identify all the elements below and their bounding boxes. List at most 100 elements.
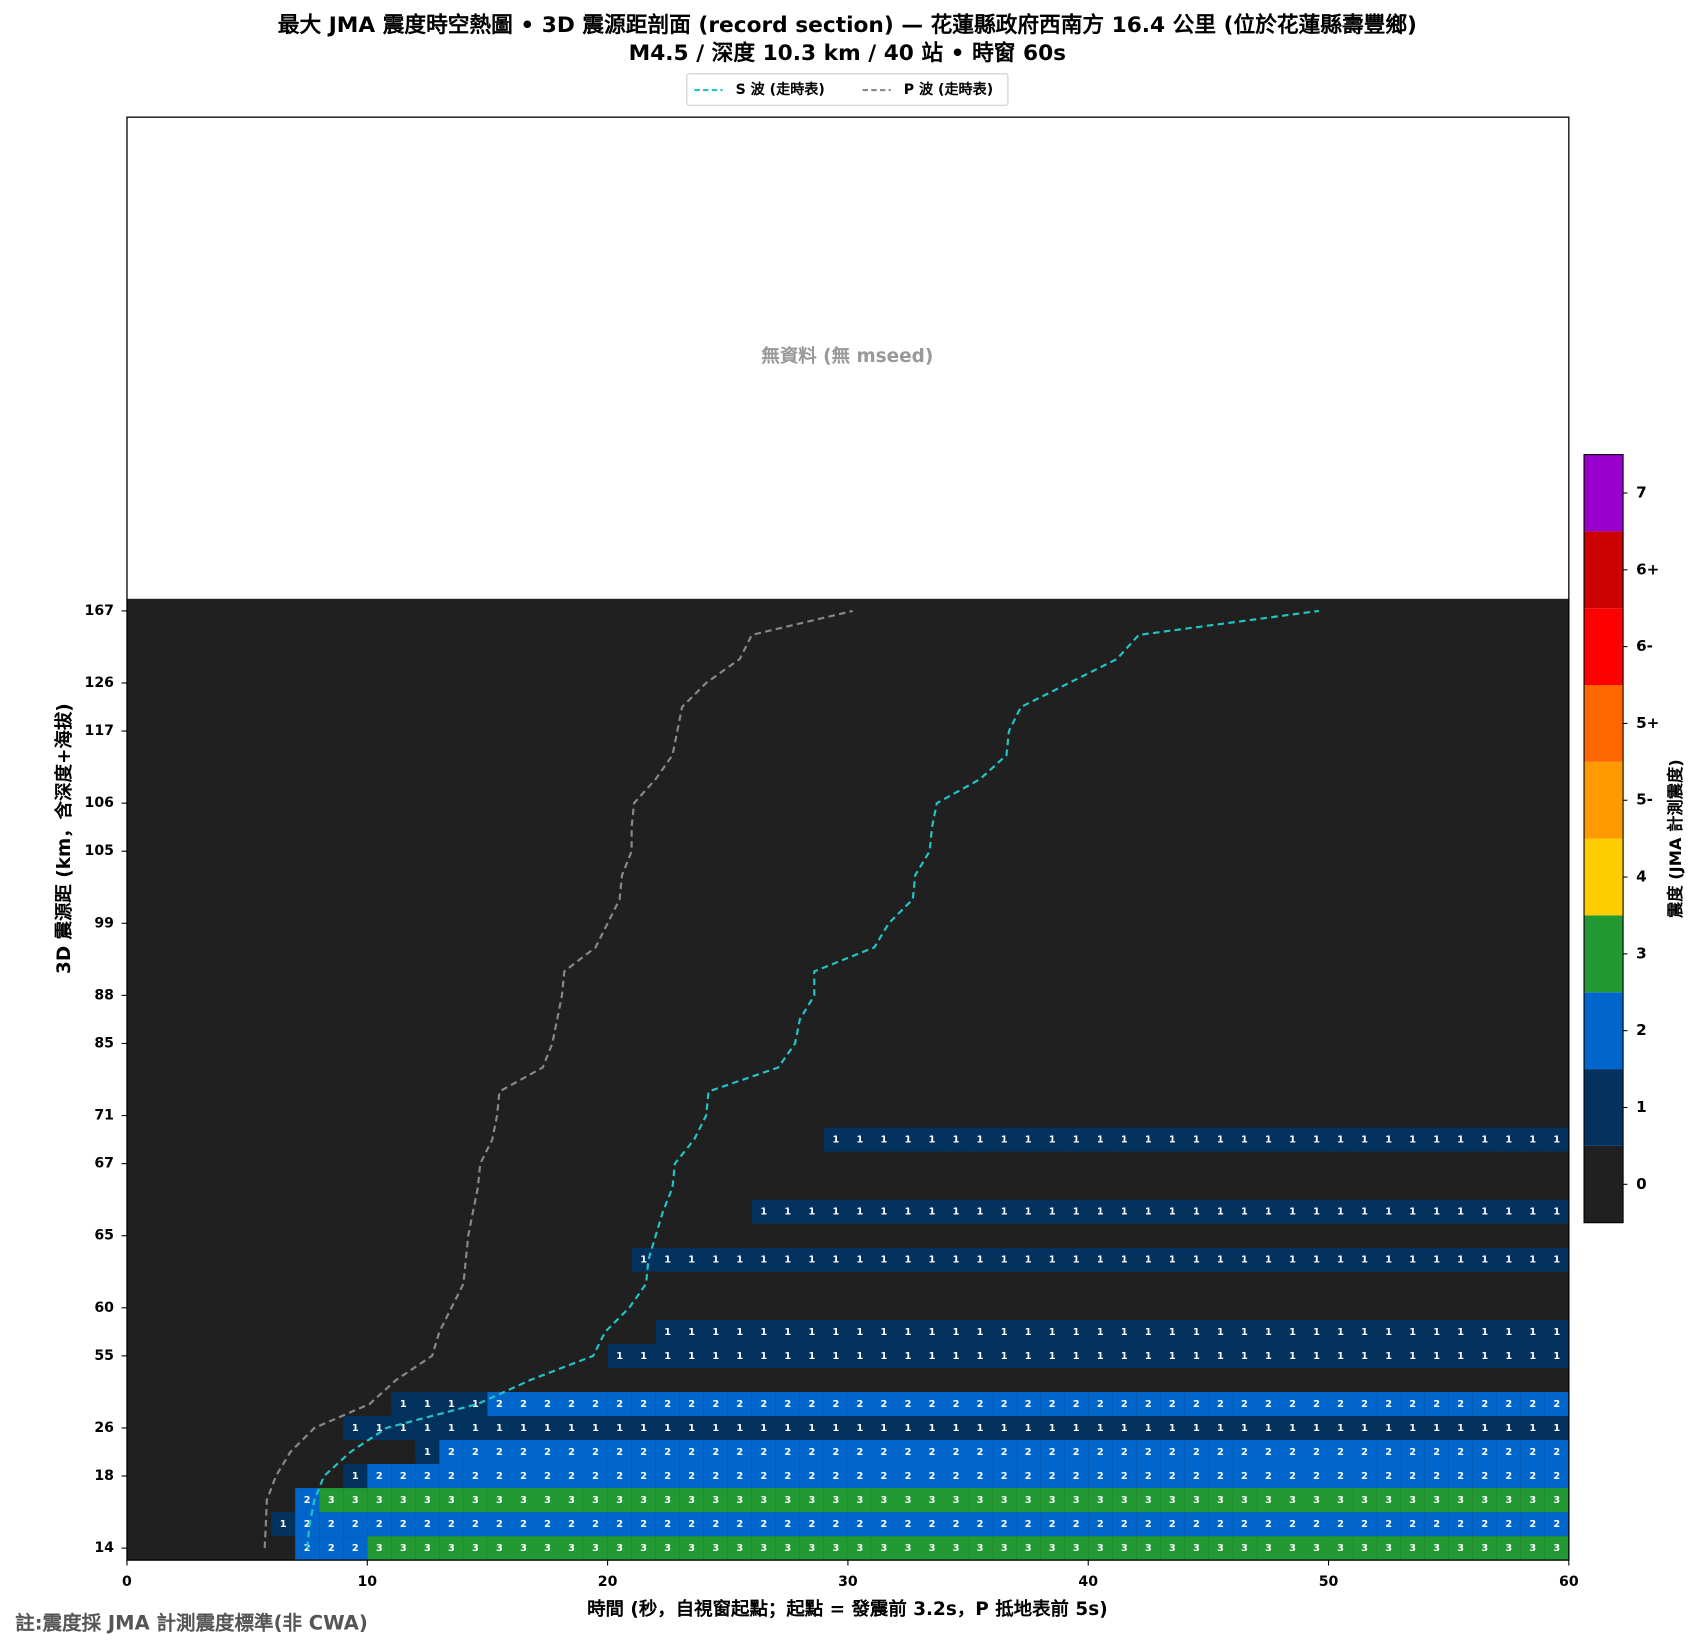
heatmap-cell bbox=[895, 646, 921, 671]
heatmap-cell bbox=[1496, 1223, 1521, 1248]
heatmap-cell bbox=[1424, 1103, 1449, 1128]
heatmap-cell bbox=[992, 670, 1017, 696]
heatmap-cell bbox=[1256, 1343, 1281, 1368]
heatmap-cell bbox=[871, 767, 896, 792]
heatmap-cell bbox=[1496, 863, 1521, 888]
heatmap-cell bbox=[1328, 863, 1353, 888]
heatmap-cell bbox=[727, 983, 752, 1008]
heatmap-cell bbox=[944, 1295, 969, 1320]
heatmap-cell bbox=[1136, 1536, 1161, 1561]
heatmap-cell bbox=[1256, 959, 1281, 984]
heatmap-cell bbox=[1352, 1343, 1377, 1368]
travel-time-line bbox=[263, 609, 853, 1549]
heatmap-cell bbox=[1472, 1223, 1497, 1248]
heatmap-cell bbox=[1016, 1031, 1041, 1056]
heatmap-cell bbox=[1328, 695, 1353, 720]
heatmap-cell bbox=[920, 1512, 945, 1537]
heatmap-cell bbox=[1064, 1175, 1089, 1200]
heatmap-cell bbox=[775, 1391, 800, 1416]
heatmap-cell bbox=[126, 959, 152, 984]
heatmap-cell bbox=[1472, 791, 1497, 816]
heatmap-cell bbox=[847, 791, 872, 816]
heatmap-cell bbox=[1544, 646, 1569, 671]
y-axis-label: 3D 震源距 (km，含深度+海拔) bbox=[53, 703, 75, 974]
cell-label: 1 bbox=[472, 1423, 479, 1434]
cell-label: 2 bbox=[1097, 1447, 1104, 1458]
heatmap-cell bbox=[920, 887, 945, 912]
heatmap-cell bbox=[944, 670, 969, 696]
heatmap-cell bbox=[1376, 983, 1401, 1008]
cell-label: 1 bbox=[688, 1327, 695, 1338]
heatmap-cell bbox=[968, 1271, 993, 1296]
cell-label: 1 bbox=[1433, 1135, 1440, 1146]
heatmap-cell bbox=[223, 1536, 248, 1561]
heatmap-cell bbox=[1088, 1536, 1113, 1561]
heatmap-cell bbox=[1232, 622, 1257, 647]
heatmap-cell bbox=[727, 1031, 752, 1056]
heatmap-cell bbox=[1304, 1271, 1329, 1296]
heatmap-cell bbox=[1160, 839, 1185, 864]
heatmap-cell bbox=[463, 1343, 488, 1368]
heatmap-cell bbox=[535, 767, 560, 792]
heatmap-cell bbox=[992, 791, 1017, 816]
heatmap-cell bbox=[1040, 1031, 1065, 1056]
cell-label: 1 bbox=[1217, 1255, 1224, 1266]
cell-label: 3 bbox=[808, 1543, 815, 1554]
heatmap-cell bbox=[968, 1319, 993, 1344]
heatmap-cell bbox=[319, 887, 344, 912]
heatmap-cell bbox=[1040, 1175, 1065, 1200]
heatmap-cell bbox=[1232, 1199, 1257, 1224]
heatmap-cell bbox=[1304, 815, 1329, 840]
heatmap-cell bbox=[583, 622, 608, 647]
cell-label: 2 bbox=[1001, 1447, 1008, 1458]
cell-label: 2 bbox=[400, 1471, 407, 1482]
cell-label: 2 bbox=[1529, 1399, 1536, 1410]
heatmap-cell bbox=[1496, 935, 1521, 960]
heatmap-cell bbox=[199, 1247, 224, 1272]
cell-label: 2 bbox=[953, 1399, 960, 1410]
heatmap-cell bbox=[631, 1127, 656, 1152]
heatmap-cell bbox=[1376, 1295, 1401, 1320]
cell-label: 1 bbox=[1529, 1255, 1536, 1266]
heatmap-cell bbox=[1448, 1223, 1473, 1248]
heatmap-cell bbox=[1256, 1439, 1281, 1464]
heatmap-cell bbox=[944, 719, 969, 744]
heatmap-cell bbox=[1040, 743, 1065, 768]
heatmap-cell bbox=[1208, 1031, 1233, 1056]
heatmap-cell bbox=[559, 815, 584, 840]
heatmap-cell bbox=[1064, 1488, 1089, 1513]
heatmap-cell bbox=[1112, 1247, 1137, 1272]
cell-label: 1 bbox=[1097, 1135, 1104, 1146]
cell-label: 2 bbox=[1193, 1519, 1200, 1530]
heatmap-cell bbox=[775, 1536, 800, 1561]
heatmap-cell bbox=[175, 1415, 200, 1440]
heatmap-cell bbox=[1328, 1295, 1353, 1320]
heatmap-cell bbox=[1256, 1007, 1281, 1032]
heatmap-cell bbox=[1136, 959, 1161, 984]
heatmap-cell bbox=[751, 1079, 776, 1104]
heatmap-cell bbox=[1280, 598, 1305, 623]
heatmap-cell bbox=[175, 670, 200, 696]
heatmap-cell bbox=[1400, 1488, 1425, 1513]
heatmap-cell bbox=[487, 863, 512, 888]
heatmap-cell bbox=[1088, 863, 1113, 888]
heatmap-cell bbox=[1544, 1127, 1569, 1152]
heatmap-cell bbox=[271, 1223, 296, 1248]
cell-label: 2 bbox=[520, 1399, 527, 1410]
heatmap-cell bbox=[920, 1367, 945, 1392]
cell-label: 1 bbox=[640, 1255, 647, 1266]
heatmap-cell bbox=[607, 695, 632, 720]
heatmap-cell bbox=[944, 839, 969, 864]
heatmap-cell bbox=[343, 1031, 368, 1056]
heatmap-cell bbox=[1136, 1391, 1161, 1416]
heatmap-cell bbox=[415, 1127, 440, 1152]
heatmap-cell bbox=[559, 959, 584, 984]
heatmap-cell bbox=[847, 1151, 872, 1176]
heatmap-cell bbox=[1520, 1536, 1545, 1561]
heatmap-cell bbox=[944, 815, 969, 840]
heatmap-cell bbox=[487, 1463, 512, 1489]
heatmap-cell bbox=[343, 1175, 368, 1200]
heatmap-cell bbox=[703, 1199, 728, 1224]
heatmap-cell bbox=[895, 622, 921, 647]
cell-label: 1 bbox=[881, 1135, 888, 1146]
